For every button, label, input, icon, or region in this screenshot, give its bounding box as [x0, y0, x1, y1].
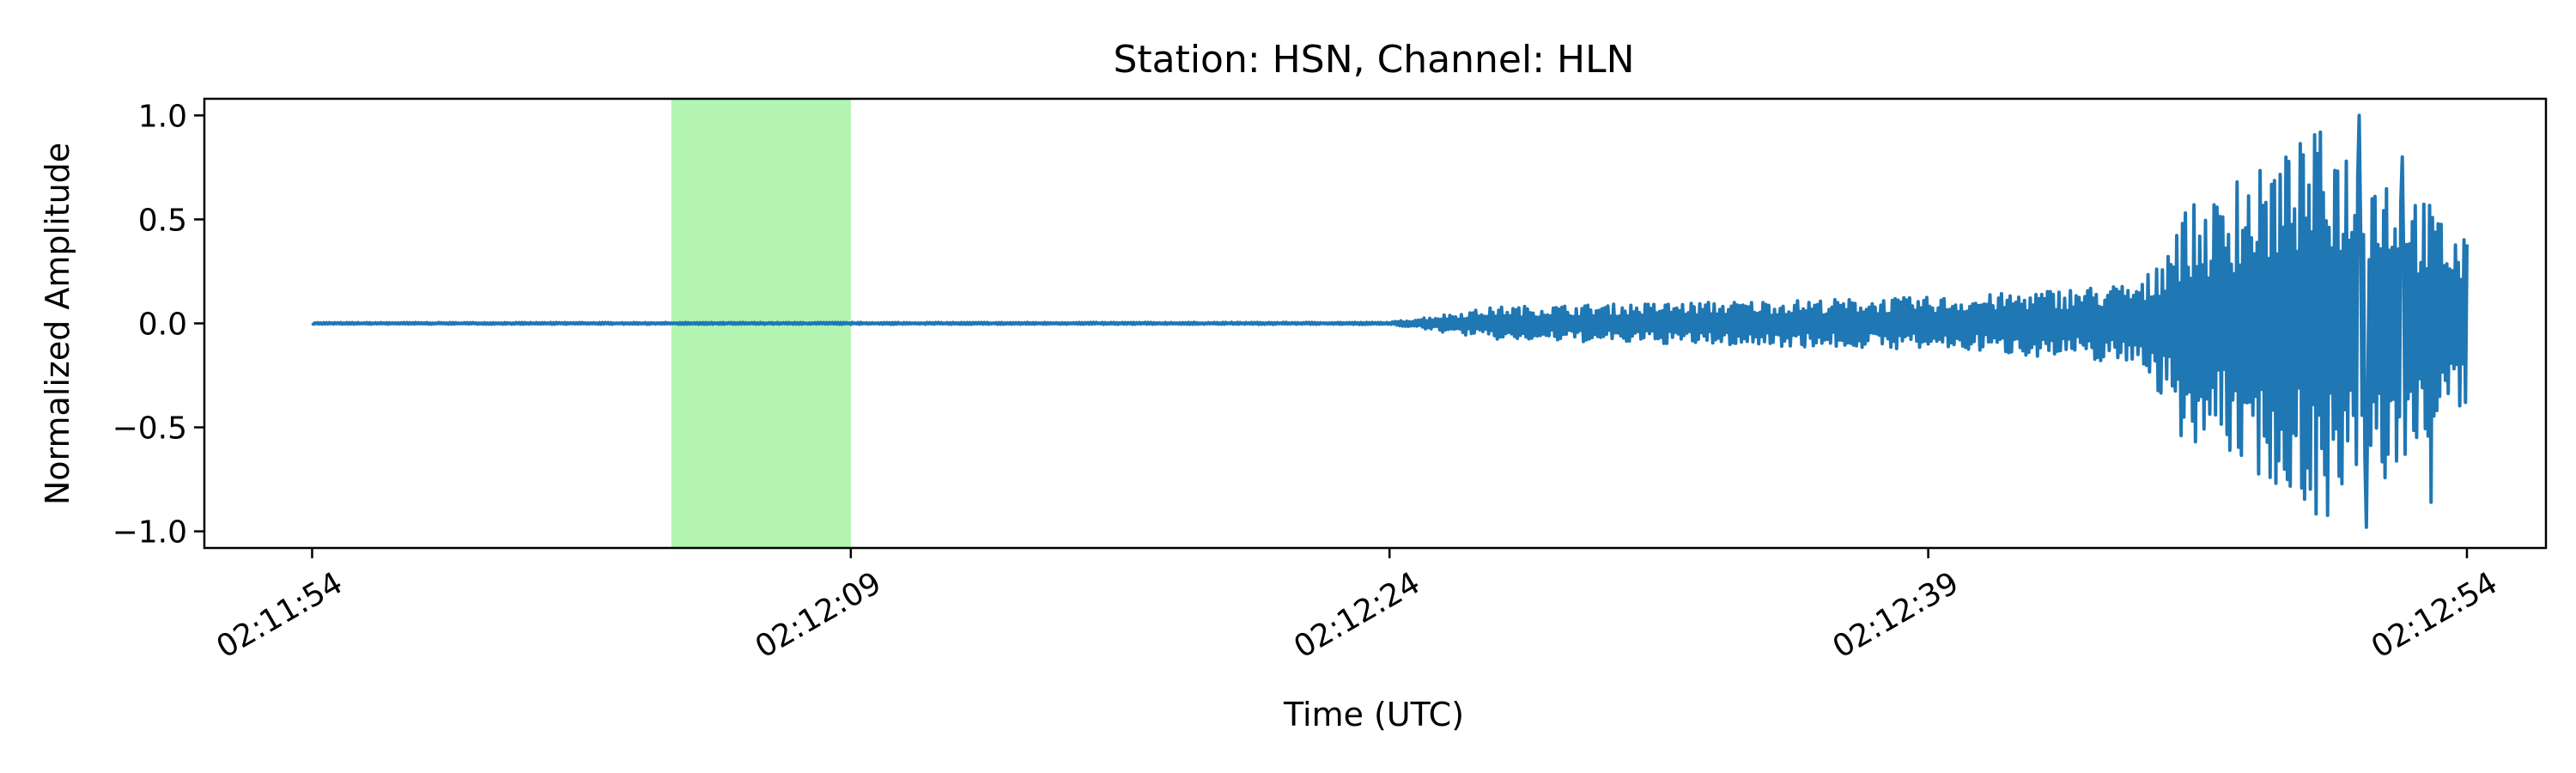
- x-tick-label: 02:12:09: [750, 565, 888, 665]
- chart-title: Station: HSN, Channel: HLN: [1113, 38, 1634, 82]
- x-axis-label: Time (UTC): [1283, 696, 1464, 733]
- y-tick-label: −0.5: [112, 411, 187, 447]
- y-tick-label: 1.0: [138, 99, 187, 134]
- y-tick-label: 0.5: [138, 203, 187, 238]
- y-axis: 1.0 0.5 0.0 −0.5 −1.0: [112, 99, 204, 551]
- waveform-line: [311, 113, 2469, 529]
- y-tick-label: −1.0: [112, 515, 187, 551]
- y-tick-label: 0.0: [138, 307, 187, 343]
- x-tick-label: 02:12:54: [2366, 565, 2504, 665]
- y-axis-label: Normalized Amplitude: [39, 143, 76, 505]
- x-tick-label: 02:12:39: [1827, 565, 1965, 665]
- x-axis: 02:11:54 02:12:09 02:12:24 02:12:39 02:12:54: [210, 548, 2503, 666]
- x-tick-label: 02:12:24: [1288, 565, 1426, 665]
- x-tick-label: 02:11:54: [210, 565, 349, 665]
